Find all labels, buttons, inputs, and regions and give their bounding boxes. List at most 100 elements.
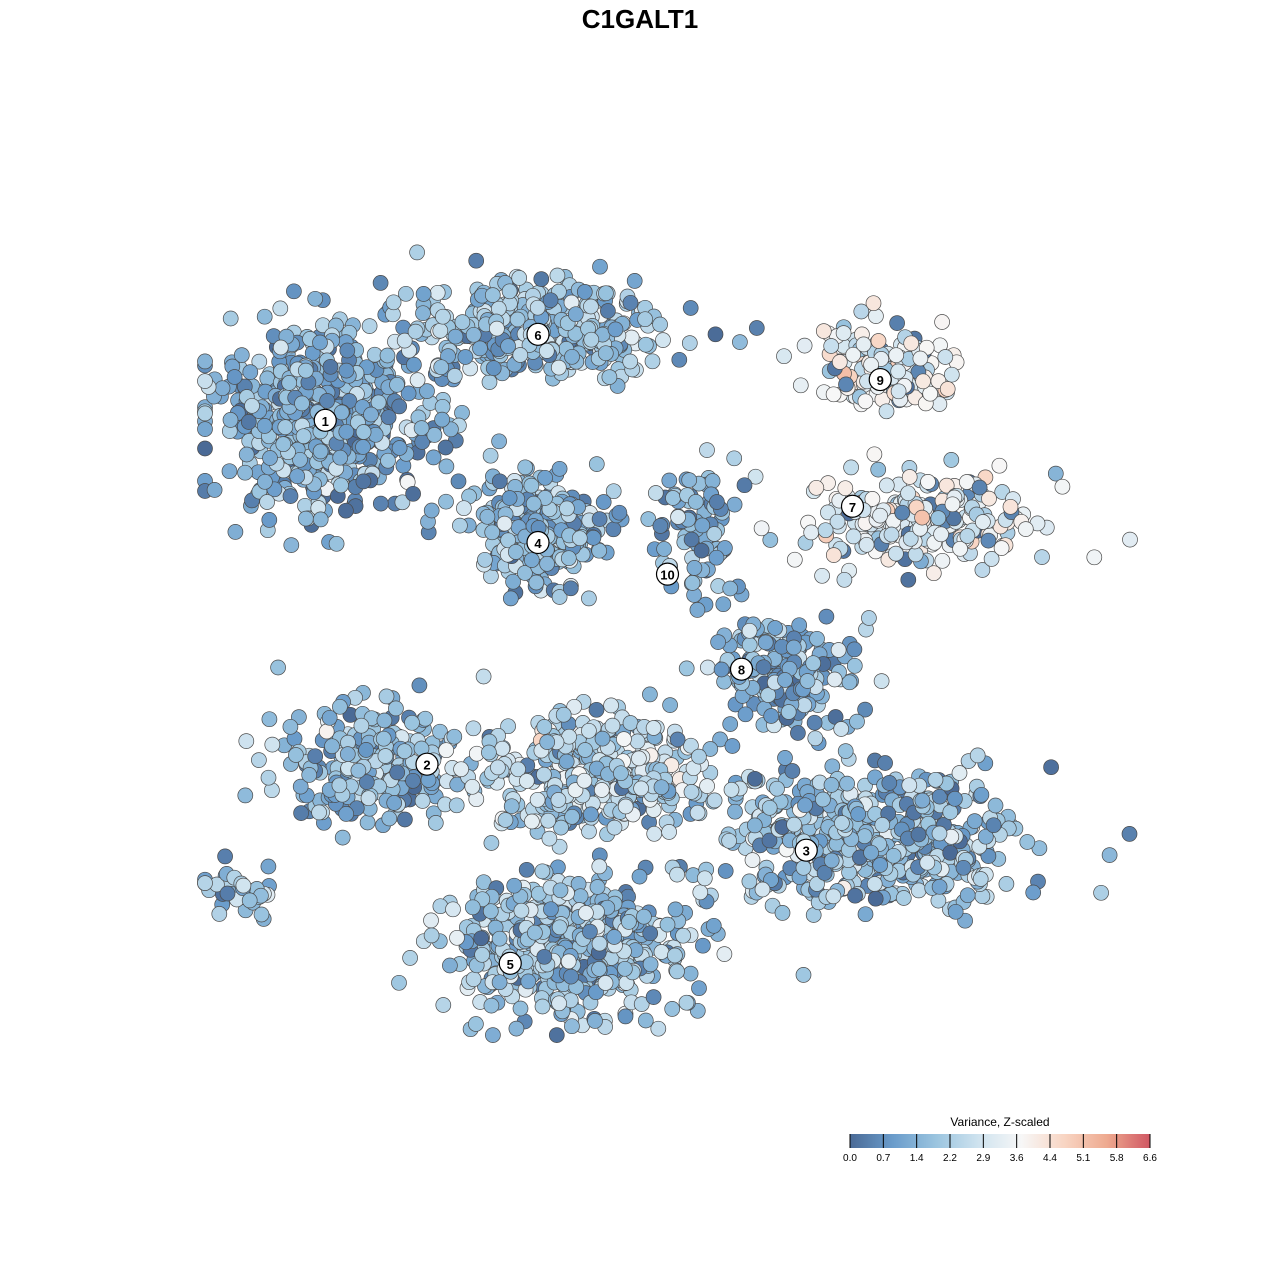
cell-point <box>669 866 685 883</box>
cell-point <box>662 697 678 713</box>
cell-point <box>217 848 233 865</box>
cell-point <box>607 321 624 338</box>
cell-point <box>993 540 1010 556</box>
cell-point <box>991 457 1008 474</box>
cell-point <box>581 590 597 607</box>
legend-tick-label: 5.8 <box>1109 1153 1124 1164</box>
cell-point <box>301 767 318 783</box>
cell-point <box>853 303 870 320</box>
cell-point <box>435 997 452 1013</box>
cell-point <box>511 270 528 286</box>
cell-point <box>791 617 808 634</box>
cell-point <box>843 459 859 476</box>
cell-point <box>472 340 488 357</box>
cell-point <box>483 835 500 851</box>
cell-point <box>622 294 639 311</box>
cell-point <box>856 828 873 845</box>
cell-point <box>372 495 389 512</box>
cell-point <box>423 927 440 944</box>
cell-point <box>1122 531 1138 548</box>
cell-point <box>559 500 575 517</box>
cell-point <box>626 273 643 289</box>
cell-point <box>582 923 598 940</box>
cell-point <box>400 385 417 402</box>
cell-point <box>600 303 616 319</box>
cell-point <box>277 419 294 436</box>
cell-point <box>295 428 312 445</box>
cell-point <box>1047 465 1064 482</box>
cell-point <box>537 469 553 486</box>
cell-point <box>491 473 508 490</box>
cluster-label-6: 6 <box>526 322 550 346</box>
cell-point <box>549 267 566 284</box>
cell-point <box>426 427 443 443</box>
cell-point <box>464 899 481 916</box>
cell-point <box>652 316 668 333</box>
cell-point <box>888 545 904 562</box>
cell-point <box>838 376 854 393</box>
cell-point <box>823 338 840 354</box>
cell-point <box>318 723 335 740</box>
cell-point <box>973 786 990 803</box>
cell-point <box>647 485 664 501</box>
cell-point <box>849 713 865 730</box>
cell-point <box>867 890 884 907</box>
cell-point <box>241 892 258 909</box>
cell-point <box>611 504 628 521</box>
cell-point <box>405 485 421 502</box>
cell-point <box>724 738 741 754</box>
cell-point <box>803 524 820 541</box>
cell-point <box>678 994 695 1011</box>
cell-point <box>415 286 432 302</box>
cell-point <box>761 799 778 816</box>
cell-point <box>328 535 345 552</box>
cell-point <box>823 777 840 793</box>
cell-point <box>489 320 505 337</box>
cell-point <box>709 494 725 510</box>
cell-point <box>710 634 726 650</box>
cell-point <box>477 551 493 568</box>
cell-point <box>438 493 454 510</box>
cell-point <box>338 362 355 379</box>
cell-point <box>872 507 888 524</box>
cell-point <box>523 552 540 568</box>
cell-point <box>539 555 555 572</box>
cell-point <box>850 806 867 822</box>
cell-point <box>551 995 567 1012</box>
cell-point <box>861 610 877 626</box>
cell-point <box>717 863 734 879</box>
cell-point <box>465 720 482 737</box>
cell-point <box>1025 884 1042 901</box>
cell-point <box>585 529 602 546</box>
cell-point <box>664 1001 681 1017</box>
cell-point <box>825 888 842 905</box>
cluster-label-8: 8 <box>729 657 754 681</box>
cell-point <box>591 935 608 952</box>
cluster-label-2: 2 <box>415 752 439 776</box>
cell-point <box>933 526 949 543</box>
cell-point <box>637 336 654 353</box>
cell-point <box>617 960 633 977</box>
cell-point <box>404 714 420 731</box>
cell-point <box>260 858 277 875</box>
legend-tick-label: 5.1 <box>1076 1153 1091 1164</box>
cell-point <box>591 511 608 527</box>
cluster-label-3: 3 <box>794 838 818 862</box>
cell-point <box>391 974 407 991</box>
cell-point <box>998 876 1015 892</box>
cell-point <box>980 532 997 549</box>
cell-point <box>637 311 653 328</box>
cell-point <box>435 308 451 325</box>
cell-point <box>870 333 887 349</box>
cell-point <box>695 937 711 954</box>
cell-point <box>560 953 577 970</box>
legend-tick-label: 0.0 <box>843 1153 857 1164</box>
cell-point <box>506 877 523 894</box>
cell-point <box>434 411 450 428</box>
cell-point <box>617 1008 634 1025</box>
cell-point <box>857 906 874 923</box>
cell-point <box>713 661 730 678</box>
cell-point <box>890 383 907 400</box>
cell-point <box>583 331 600 348</box>
cell-point <box>942 844 959 861</box>
